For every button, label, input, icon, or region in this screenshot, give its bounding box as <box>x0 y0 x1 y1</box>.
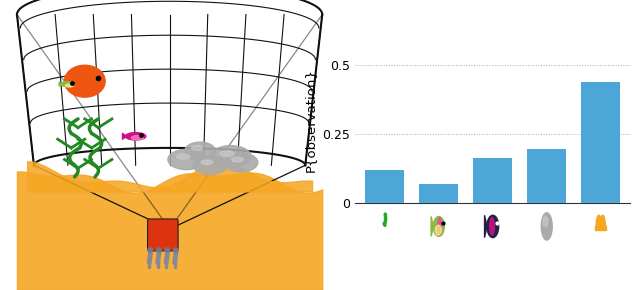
Polygon shape <box>600 215 605 226</box>
Circle shape <box>156 248 161 252</box>
Ellipse shape <box>433 217 444 236</box>
Polygon shape <box>484 215 487 238</box>
Ellipse shape <box>193 156 227 175</box>
Ellipse shape <box>201 160 213 165</box>
Polygon shape <box>59 82 61 86</box>
Ellipse shape <box>487 215 499 238</box>
Circle shape <box>173 248 178 252</box>
Ellipse shape <box>232 157 243 162</box>
Polygon shape <box>596 215 602 226</box>
Ellipse shape <box>185 142 216 160</box>
Ellipse shape <box>177 154 189 159</box>
Ellipse shape <box>435 225 442 235</box>
Ellipse shape <box>490 218 495 235</box>
Polygon shape <box>17 0 323 165</box>
Ellipse shape <box>168 149 205 170</box>
Polygon shape <box>122 133 127 139</box>
Polygon shape <box>595 226 606 230</box>
Ellipse shape <box>541 213 552 240</box>
Ellipse shape <box>543 217 548 226</box>
Ellipse shape <box>220 151 234 157</box>
Bar <box>527 149 566 203</box>
Ellipse shape <box>65 65 105 97</box>
Circle shape <box>148 248 153 252</box>
Ellipse shape <box>224 153 258 172</box>
Bar <box>419 184 458 203</box>
Bar <box>581 82 620 203</box>
Polygon shape <box>431 217 433 236</box>
Ellipse shape <box>61 82 75 87</box>
Bar <box>365 170 404 203</box>
Ellipse shape <box>65 84 74 87</box>
Ellipse shape <box>191 146 202 150</box>
Ellipse shape <box>438 218 442 235</box>
Ellipse shape <box>131 135 143 140</box>
Bar <box>474 157 512 203</box>
Circle shape <box>165 248 170 252</box>
Y-axis label: P{observation}: P{observation} <box>304 68 317 172</box>
Ellipse shape <box>211 146 251 168</box>
Ellipse shape <box>125 133 146 140</box>
FancyBboxPatch shape <box>148 219 178 251</box>
